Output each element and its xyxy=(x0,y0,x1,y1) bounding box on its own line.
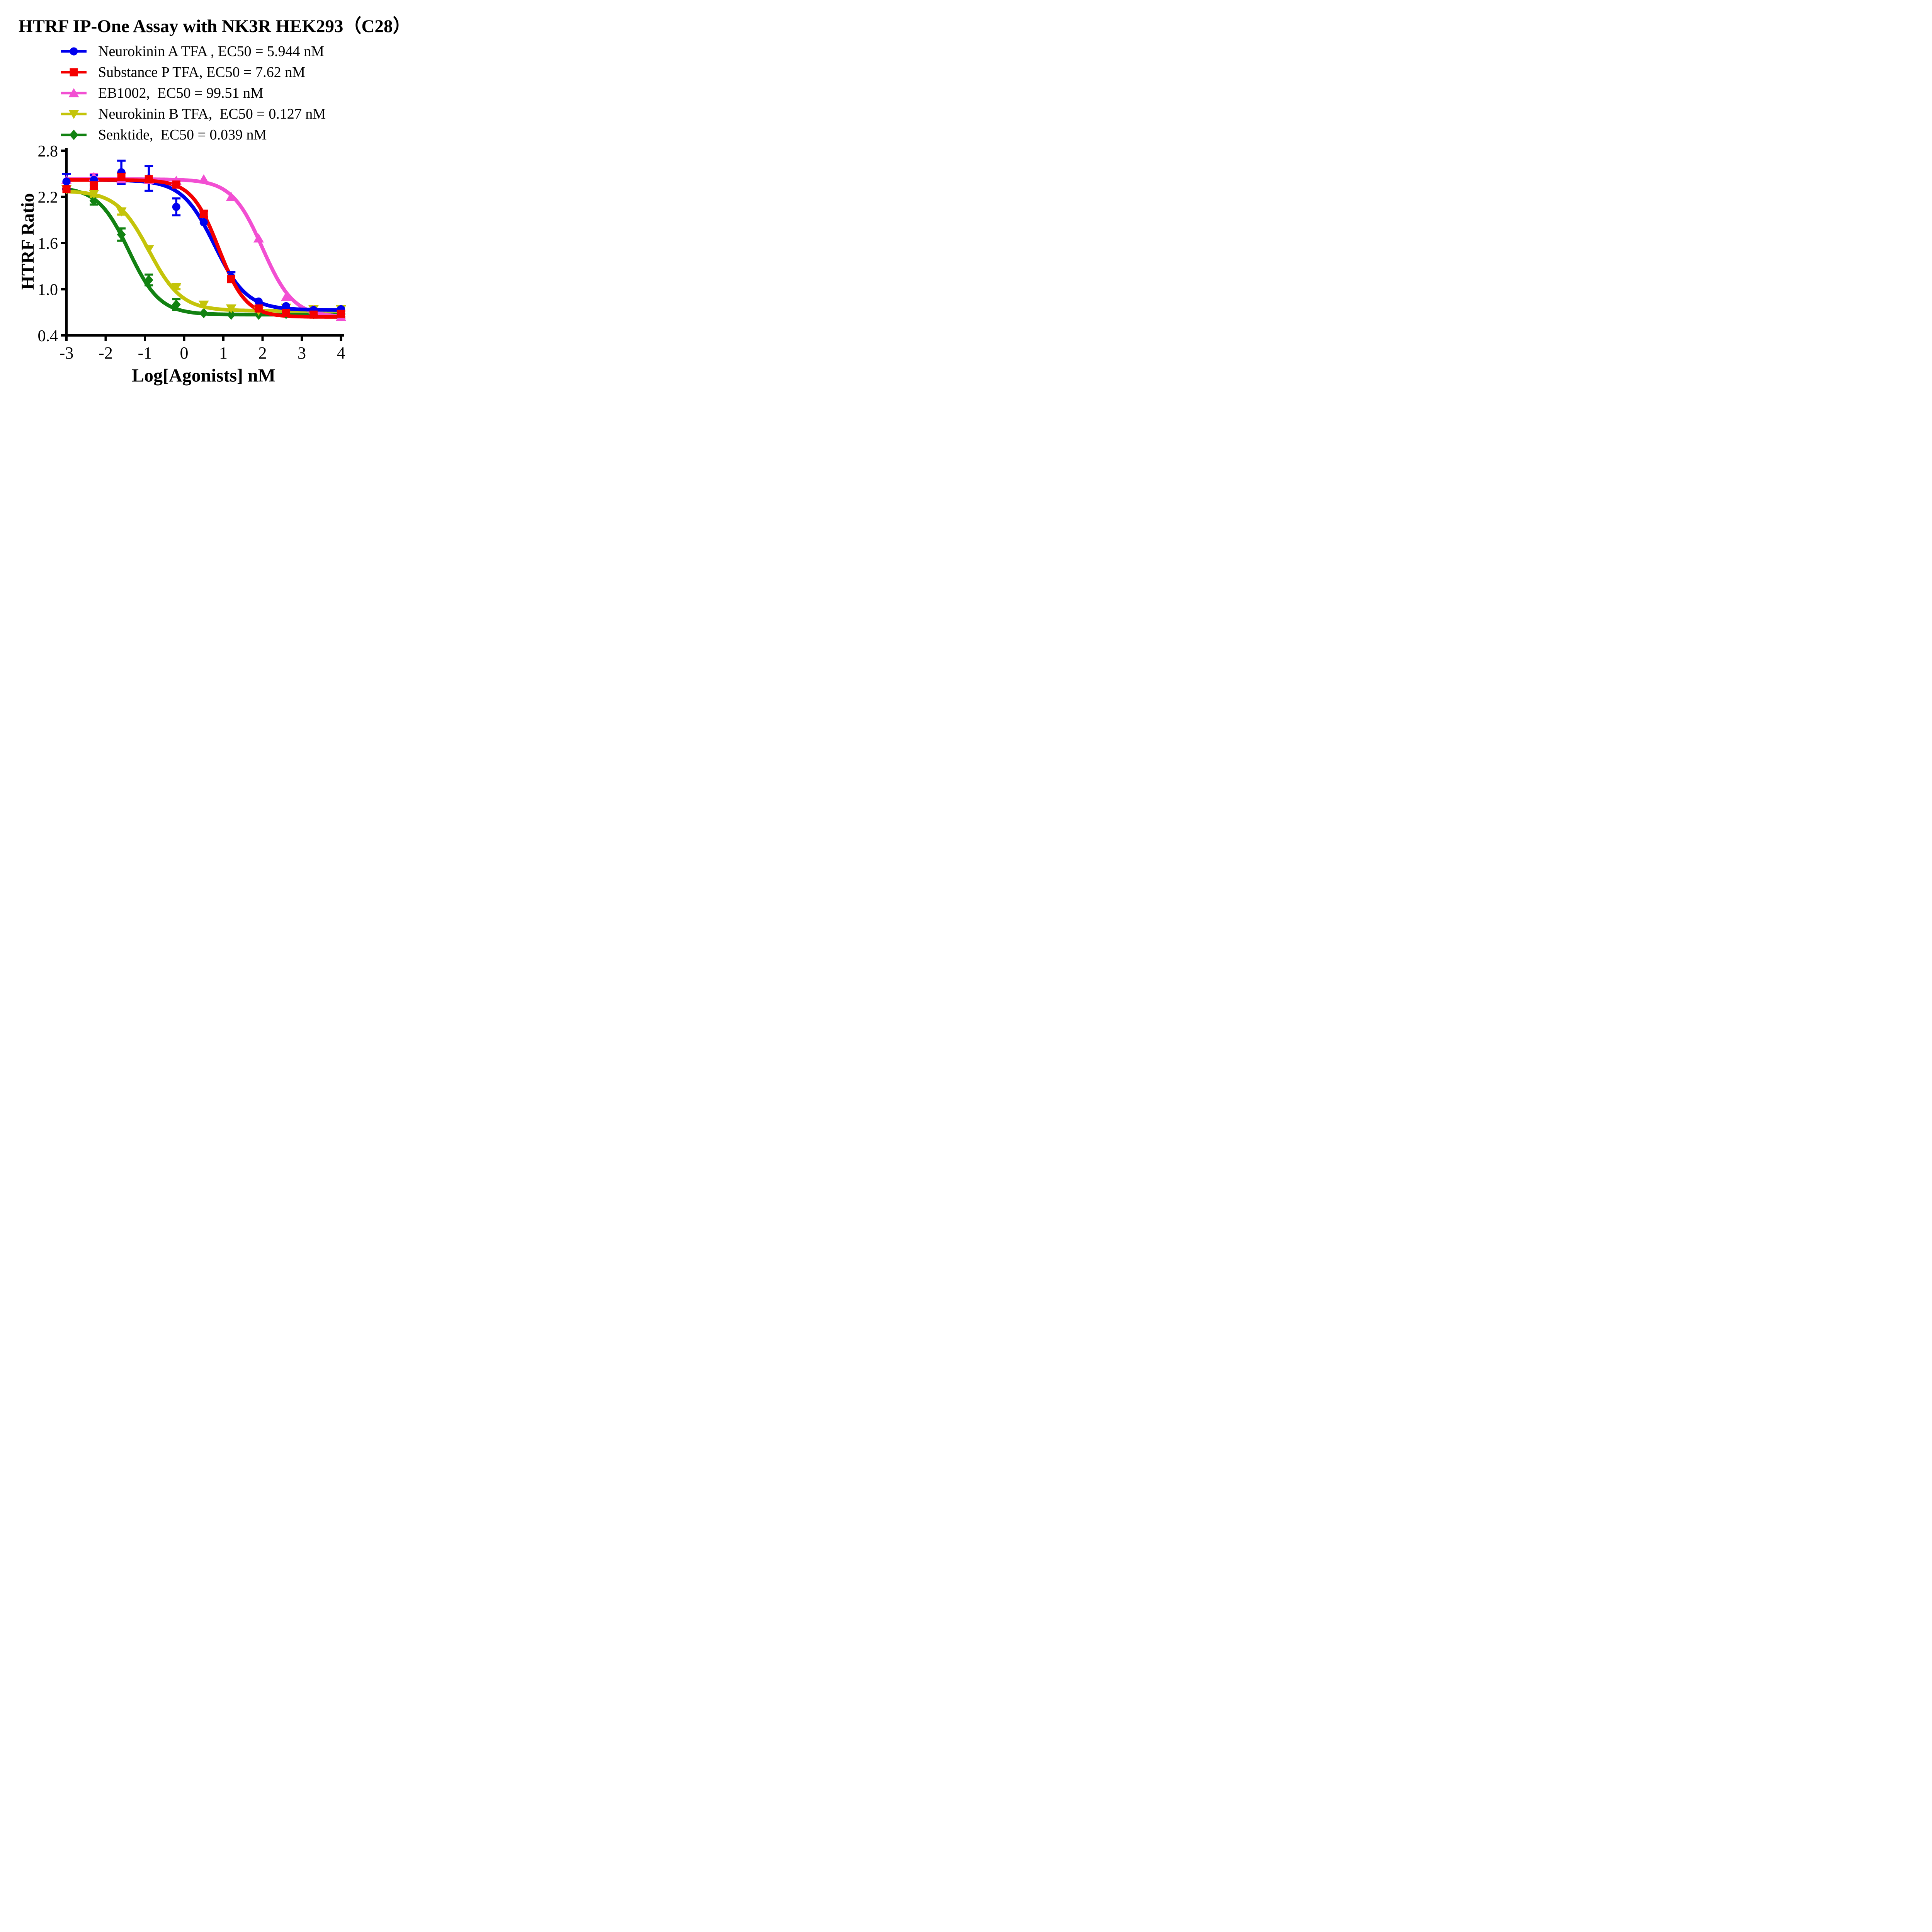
square-marker-icon xyxy=(145,175,153,184)
triangle-down-marker-icon xyxy=(171,283,182,292)
legend-label: Substance P TFA, EC50 = 7.62 nM xyxy=(98,64,305,80)
triangle-down-marker-icon xyxy=(143,245,154,254)
diamond-marker-icon xyxy=(89,195,99,206)
square-marker-icon xyxy=(90,181,98,190)
diamond-marker-icon xyxy=(144,275,153,286)
legend-item-senktide: Senktide, EC50 = 0.039 nM xyxy=(61,124,326,145)
x-tick-label: -3 xyxy=(60,344,74,362)
legend-label: Neurokinin A TFA , EC50 = 5.944 nM xyxy=(98,43,324,60)
y-tick-label: 2.2 xyxy=(38,189,58,207)
y-tick-label: 0.4 xyxy=(38,327,58,345)
x-tick-label: 4 xyxy=(337,344,345,362)
x-tick-label: 0 xyxy=(180,344,189,362)
y-tick-label: 2.8 xyxy=(38,143,58,160)
triangle-up-marker-icon xyxy=(253,233,264,243)
triangle-down-marker-icon xyxy=(68,110,79,119)
legend-item-neurokinin-a: Neurokinin A TFA , EC50 = 5.944 nM xyxy=(61,41,326,62)
triangle-down-marker-icon xyxy=(88,190,99,199)
triangle-up-marker-icon xyxy=(68,88,79,97)
data-points-senktide xyxy=(62,182,345,321)
circle-marker-icon xyxy=(282,302,290,310)
legend-label: EB1002, EC50 = 99.51 nM xyxy=(98,85,264,101)
legend-marker-triangle-up-icon xyxy=(61,88,87,97)
x-tick-label: 1 xyxy=(219,344,228,362)
square-marker-icon xyxy=(254,304,263,313)
legend-item-substance-p: Substance P TFA, EC50 = 7.62 nM xyxy=(61,62,326,83)
x-tick-label: -2 xyxy=(99,344,113,362)
plot-area: 0.4 1.0 1.6 2.2 2.8 -3 -2 -1 0 1 2 3 4 xyxy=(38,143,346,362)
diamond-marker-icon xyxy=(69,129,78,140)
diamond-marker-icon xyxy=(199,308,208,318)
square-marker-icon xyxy=(199,209,208,218)
diamond-marker-icon xyxy=(172,299,181,310)
legend-marker-triangle-down-icon xyxy=(61,110,87,119)
data-points-neurokinin-a-tfa xyxy=(62,168,345,314)
diamond-marker-icon xyxy=(117,229,126,240)
circle-marker-icon xyxy=(199,218,208,226)
data-points-substance-p-tfa xyxy=(62,173,345,319)
legend-item-eb1002: EB1002, EC50 = 99.51 nM xyxy=(61,83,326,104)
triangle-up-marker-icon xyxy=(281,292,291,301)
x-tick-label: 2 xyxy=(259,344,267,362)
triangle-down-marker-icon xyxy=(226,304,236,314)
y-tick-label: 1.0 xyxy=(38,281,58,299)
square-marker-icon xyxy=(337,310,345,318)
square-marker-icon xyxy=(62,185,71,194)
x-tick-label: -1 xyxy=(138,344,152,362)
circle-marker-icon xyxy=(254,297,263,306)
legend-marker-square-icon xyxy=(61,68,87,77)
y-tick-label: 1.6 xyxy=(38,235,58,253)
square-marker-icon xyxy=(70,68,78,77)
data-points-eb1002 xyxy=(61,172,346,321)
triangle-down-marker-icon xyxy=(116,207,127,217)
square-marker-icon xyxy=(227,275,235,284)
circle-marker-icon xyxy=(62,177,71,186)
circle-marker-icon xyxy=(70,47,78,56)
triangle-up-marker-icon xyxy=(198,174,209,184)
data-points-neurokinin-b-tfa xyxy=(61,185,346,316)
chart-figure: HTRF IP-One Assay with NK3R HEK293（C28） … xyxy=(0,0,406,395)
x-axis-title: Log[Agonists] nM xyxy=(131,365,276,386)
fit-curve-neurokinin-b-tfa xyxy=(65,189,345,313)
legend-item-neurokinin-b: Neurokinin B TFA, EC50 = 0.127 nM xyxy=(61,104,326,124)
circle-marker-icon xyxy=(172,202,180,211)
legend-marker-diamond-icon xyxy=(61,129,87,140)
legend: Neurokinin A TFA , EC50 = 5.944 nM Subst… xyxy=(61,41,326,145)
square-marker-icon xyxy=(309,310,318,319)
triangle-up-marker-icon xyxy=(226,192,236,201)
square-marker-icon xyxy=(172,180,180,189)
legend-label: Neurokinin B TFA, EC50 = 0.127 nM xyxy=(98,106,326,122)
chart-title: HTRF IP-One Assay with NK3R HEK293（C28） xyxy=(19,16,406,36)
legend-marker-circle-icon xyxy=(61,47,87,56)
triangle-down-marker-icon xyxy=(198,300,209,310)
y-axis-title: HTRF Ratio xyxy=(18,193,38,290)
square-marker-icon xyxy=(282,309,290,317)
square-marker-icon xyxy=(117,173,126,181)
diamond-marker-icon xyxy=(226,309,236,320)
x-tick-label: 3 xyxy=(298,344,306,362)
fit-curve-senktide xyxy=(65,187,345,316)
legend-label: Senktide, EC50 = 0.039 nM xyxy=(98,127,267,143)
